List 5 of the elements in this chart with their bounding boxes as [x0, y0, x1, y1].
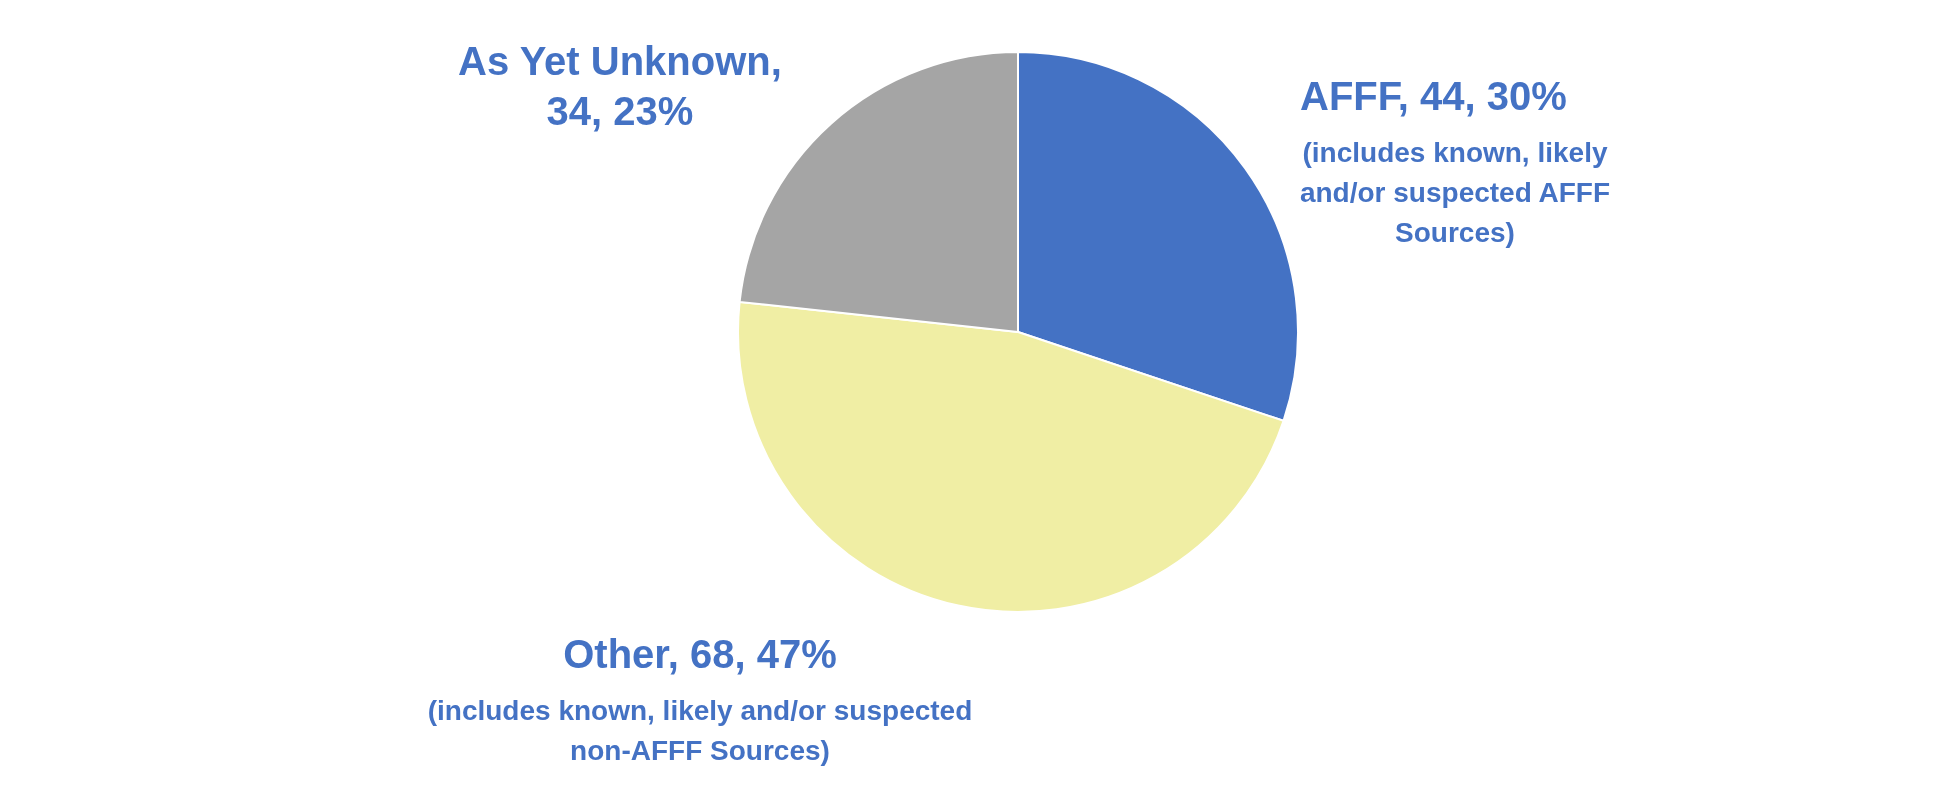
text: (includes known, likely and/or suspected AFFF Sources): [1299, 137, 1611, 248]
slice-label: Other, 68, 47%: [563, 632, 837, 676]
slice-label: AFFF, 44, 30%: [1300, 74, 1567, 118]
slice-label: As Yet Unknown, 34, 23%: [458, 39, 782, 133]
text: (includes known, likely and/or suspected non-AFFF Sources): [427, 695, 973, 766]
